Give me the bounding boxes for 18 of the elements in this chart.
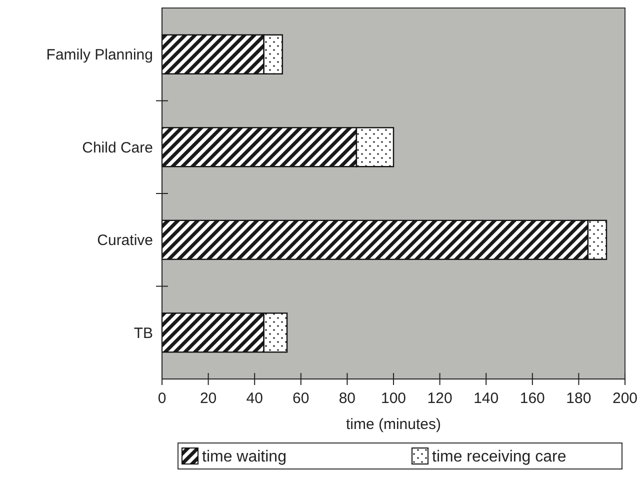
legend-label: time waiting bbox=[202, 448, 286, 466]
y-tick-label: Curative bbox=[97, 232, 153, 250]
x-tick-label: 40 bbox=[246, 390, 263, 407]
y-tick-label: Child Care bbox=[82, 139, 153, 156]
text: time receiving care bbox=[432, 448, 566, 466]
x-tick-label: 140 bbox=[474, 390, 499, 407]
y-tick-label: Family Planning bbox=[46, 46, 153, 64]
x-tick-label: 20 bbox=[200, 390, 217, 407]
x-tick-label: 100 bbox=[380, 390, 406, 407]
x-tick-label: 60 bbox=[292, 390, 310, 407]
y-tick-label: TB bbox=[134, 324, 153, 342]
x-tick-label: 200 bbox=[612, 390, 638, 407]
x-tick-label: 80 bbox=[338, 390, 356, 407]
x-axis-title: time (minutes) bbox=[346, 416, 442, 433]
x-tick-label: 180 bbox=[566, 390, 592, 407]
x-tick-label: 120 bbox=[427, 390, 452, 407]
x-tick-label: 160 bbox=[520, 390, 545, 407]
x-tick-label: 0 bbox=[158, 390, 166, 407]
